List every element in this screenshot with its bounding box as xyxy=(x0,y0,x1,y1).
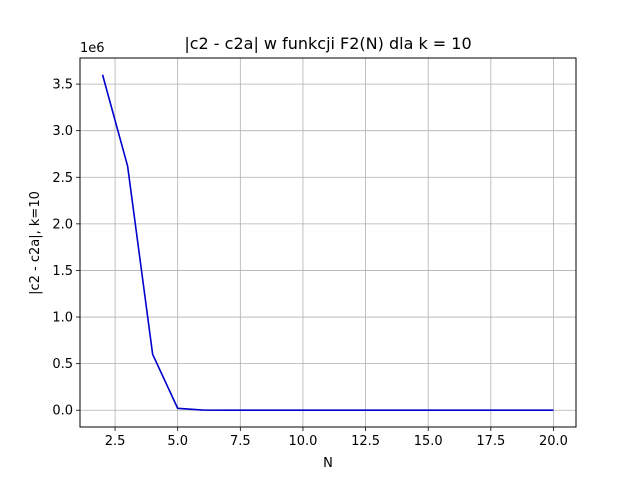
y-tick-label: 3.5 xyxy=(52,78,73,93)
x-tick-label: 10.0 xyxy=(288,434,317,449)
y-tick-label: 0.5 xyxy=(52,357,73,372)
x-tick-label: 7.5 xyxy=(230,434,251,449)
y-tick-label: 2.5 xyxy=(52,171,73,186)
axis-ticks: 2.5 5.0 7.5 10.0 12.5 15.0 17.5 20.0 0.0 0.5 1.0 1.… xyxy=(52,78,568,449)
y-tick-label: 1.0 xyxy=(52,311,73,326)
x-axis-label: N xyxy=(323,456,333,471)
x-tick-label: 20.0 xyxy=(539,434,568,449)
x-tick-label: 2.5 xyxy=(105,434,126,449)
plot-frame xyxy=(79,57,577,428)
y-tick-label: 0.0 xyxy=(52,404,73,419)
y-tick-label: 1.5 xyxy=(52,264,73,279)
grid-lines xyxy=(80,58,576,427)
x-tick-label: 17.5 xyxy=(476,434,505,449)
x-tick-label: 12.5 xyxy=(351,434,380,449)
chart-title: |c2 - c2a| w funkcji F2(N) dla k = 10 xyxy=(184,34,471,53)
x-tick-label: 5.0 xyxy=(167,434,188,449)
y-axis-label: |c2 - c2a|, k=10 xyxy=(28,191,43,295)
y-tick-label: 3.0 xyxy=(52,124,73,139)
x-tick-label: 15.0 xyxy=(414,434,443,449)
y-tick-label: 2.0 xyxy=(52,217,73,232)
y-offset-label: 1e6 xyxy=(80,41,105,56)
data-series xyxy=(101,74,554,412)
